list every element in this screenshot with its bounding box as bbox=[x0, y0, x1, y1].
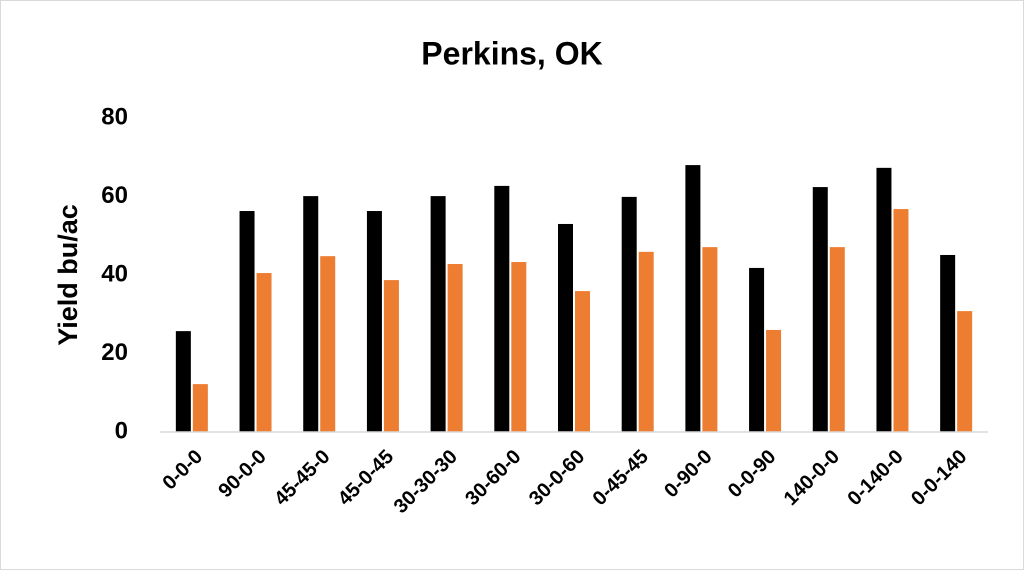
bar bbox=[239, 211, 255, 432]
bar bbox=[447, 264, 463, 432]
bar bbox=[638, 251, 654, 432]
bar bbox=[383, 280, 399, 432]
bar bbox=[303, 196, 319, 432]
bar bbox=[256, 273, 272, 432]
bar bbox=[893, 209, 909, 432]
bar bbox=[829, 247, 845, 432]
bar bbox=[175, 331, 191, 432]
y-axis-title: Yield bu/ac bbox=[53, 204, 83, 346]
bar bbox=[621, 196, 637, 432]
bar bbox=[766, 329, 782, 432]
chart-title: Perkins, OK bbox=[421, 35, 602, 71]
bar bbox=[749, 267, 765, 432]
bar bbox=[430, 196, 446, 432]
bar bbox=[494, 185, 510, 432]
bar bbox=[685, 165, 701, 432]
bar bbox=[575, 291, 590, 432]
bar bbox=[320, 256, 336, 432]
y-tick-label: 60 bbox=[101, 182, 128, 209]
y-tick-label: 20 bbox=[101, 339, 128, 366]
bar bbox=[702, 247, 718, 432]
bar bbox=[957, 311, 973, 432]
y-tick-label: 40 bbox=[101, 260, 128, 287]
y-tick-label: 80 bbox=[101, 103, 128, 130]
bar bbox=[558, 223, 573, 432]
bar bbox=[192, 384, 208, 432]
bar bbox=[876, 167, 892, 432]
bar bbox=[940, 254, 956, 432]
bar bbox=[511, 262, 527, 432]
bar bbox=[812, 187, 828, 432]
bar bbox=[366, 211, 382, 432]
y-tick-label: 0 bbox=[115, 417, 128, 444]
